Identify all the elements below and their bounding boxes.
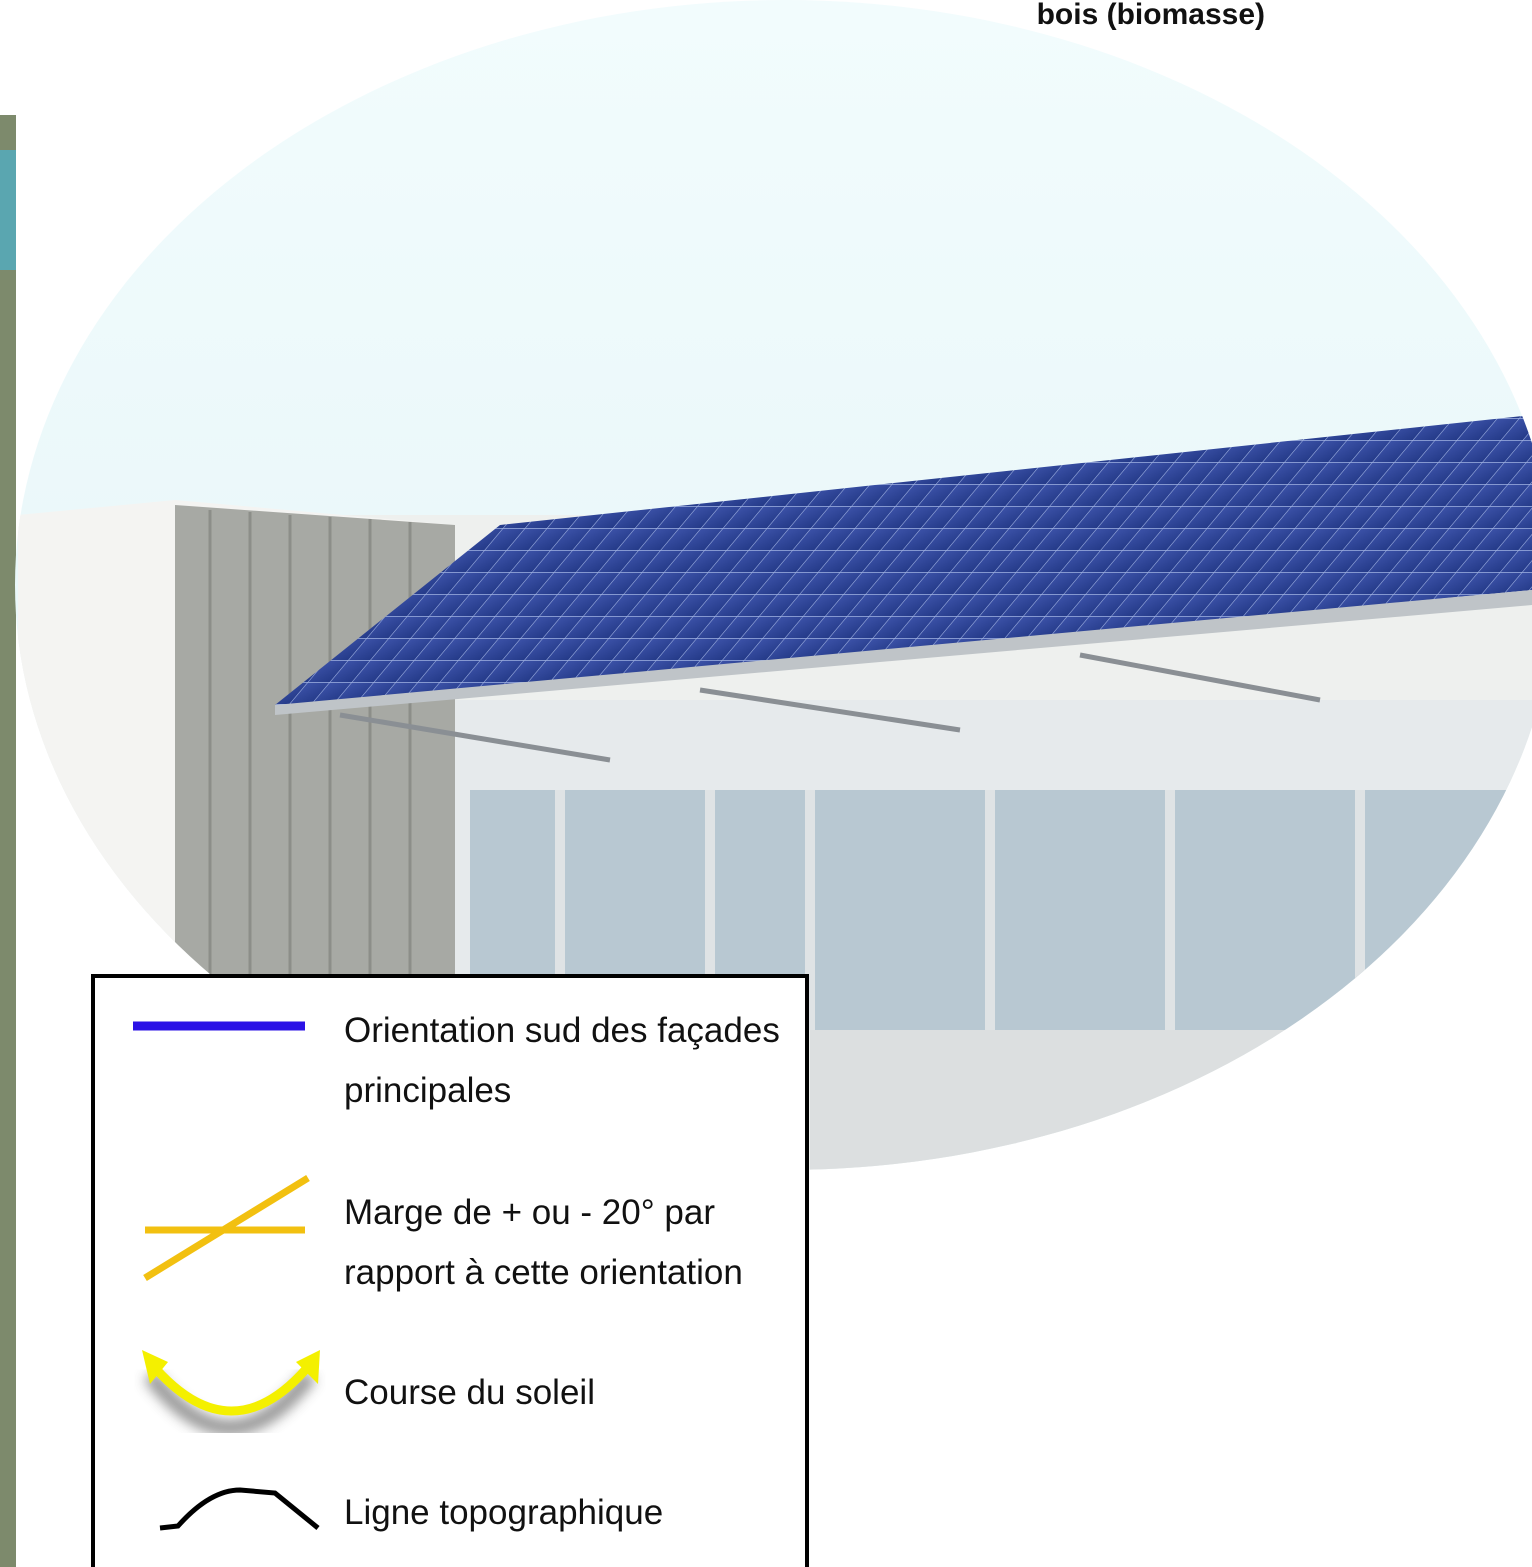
legend-symbol-sun — [142, 1350, 320, 1436]
legend-label: principales — [344, 1071, 511, 1110]
legend-text: Orientation sud des façades principales Ma… — [344, 1011, 780, 1532]
photo — [15, 0, 1532, 1170]
legend-symbol-topo — [159, 1487, 320, 1531]
legend-label: Course du soleil — [344, 1373, 595, 1412]
map-water — [0, 150, 16, 270]
legend-box — [91, 974, 809, 1567]
title: bois (biomasse) — [1037, 0, 1265, 31]
legend-label: Orientation sud des façades — [344, 1011, 780, 1050]
legend-label: Marge de + ou - 20° par — [344, 1193, 715, 1232]
map-strip — [0, 115, 16, 1567]
legend-symbol-margin — [143, 1175, 310, 1281]
legend-label: rapport à cette orientation — [344, 1253, 743, 1292]
legend-label: Ligne topographique — [344, 1493, 663, 1532]
